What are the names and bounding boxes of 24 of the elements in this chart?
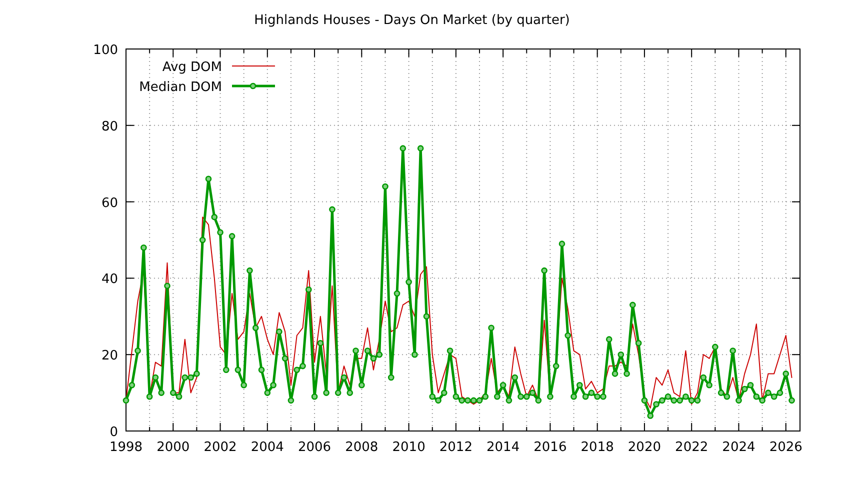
x-tick-label: 2000: [156, 440, 190, 455]
chart-title: Highlands Houses - Days On Market (by quarter): [254, 13, 570, 28]
x-tick-label: 2018: [580, 440, 614, 455]
x-tick-label: 2026: [769, 440, 802, 455]
x-tick-label: 2020: [628, 440, 662, 455]
y-tick-label: 60: [101, 196, 118, 211]
x-tick-label: 2006: [298, 440, 332, 455]
x-tick-label: 2012: [439, 440, 472, 455]
x-tick-label: 2016: [534, 440, 567, 455]
x-tick-label: 2008: [345, 440, 378, 455]
x-tick-label: 2022: [675, 440, 708, 455]
y-tick-label: 80: [101, 119, 118, 134]
x-tick-label: 2002: [204, 440, 237, 455]
x-tick-label: 2004: [250, 440, 284, 455]
y-tick-label: 0: [110, 425, 118, 440]
y-tick-label: 40: [101, 272, 118, 288]
y-tick-label: 20: [101, 348, 118, 364]
y-tick-label: 100: [93, 43, 118, 58]
legend-label: Avg DOM: [162, 60, 222, 75]
x-tick-label: 2014: [486, 440, 520, 455]
x-tick-label: 2010: [392, 440, 426, 455]
x-tick-label: 2024: [722, 440, 756, 455]
x-tick-label: 1998: [109, 440, 143, 455]
legend-label: Median DOM: [139, 80, 222, 95]
